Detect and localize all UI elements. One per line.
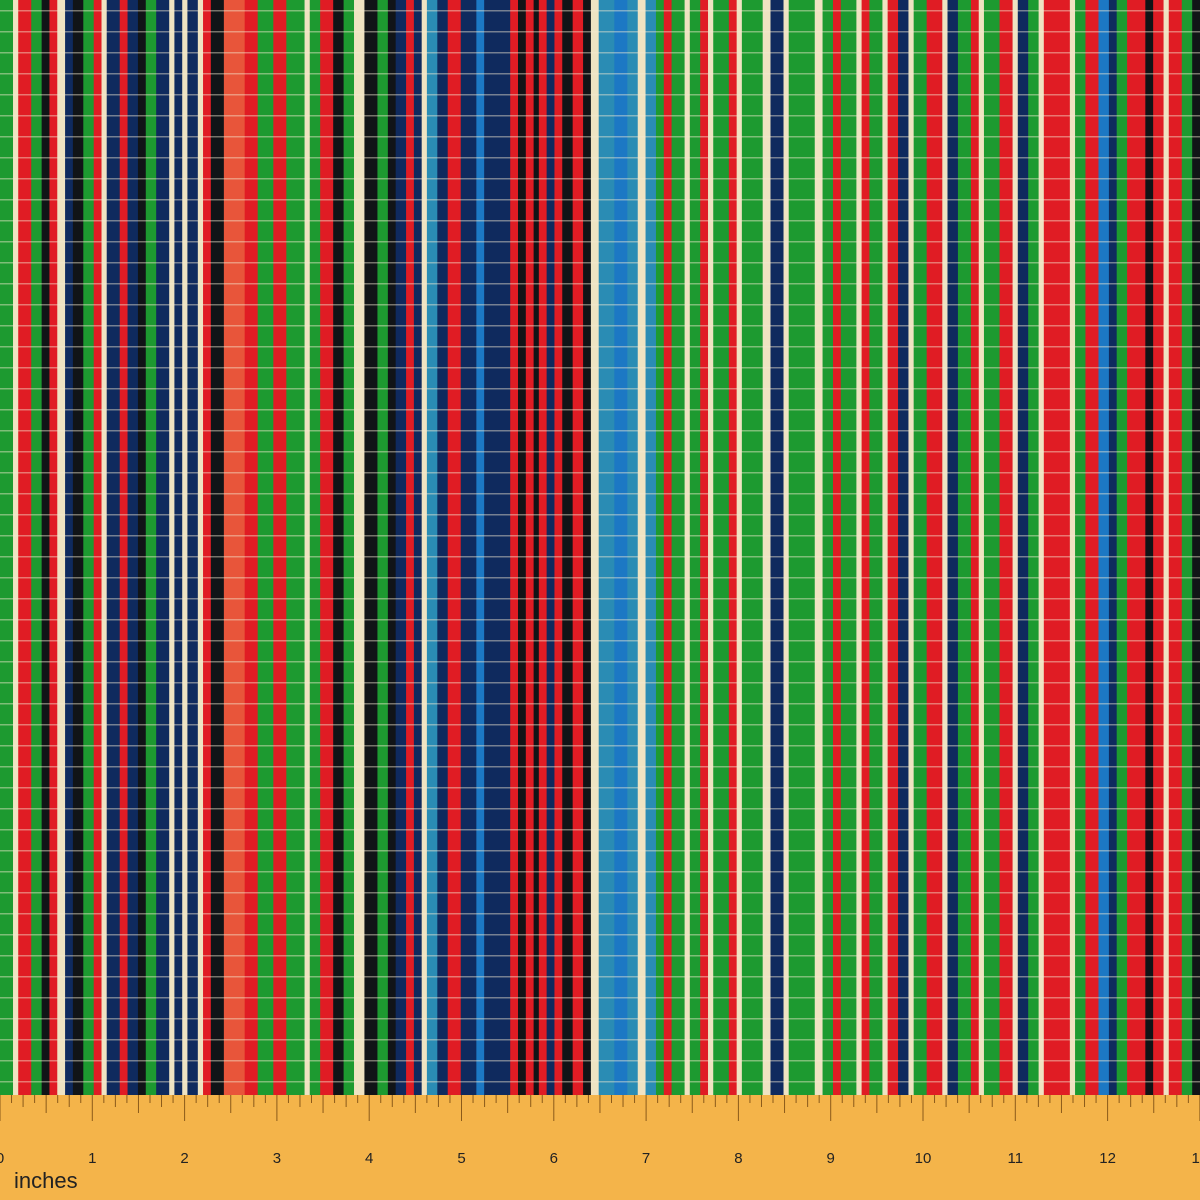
ruler-label: 13 [1192,1150,1200,1167]
ruler-label: 1 [88,1150,96,1167]
ruler-label: 8 [734,1150,742,1167]
ruler-label: 3 [273,1150,281,1167]
ruler-label: 6 [550,1150,558,1167]
ruler-labels: 012345678910111213 [0,1150,1200,1167]
ruler-unit: inches [14,1168,78,1193]
ruler-label: 11 [1008,1150,1024,1167]
ruler-label: 10 [915,1150,932,1167]
ruler-label: 12 [1099,1150,1116,1167]
weave-overlay [0,0,1200,1095]
ruler-label: 4 [365,1150,373,1167]
ruler-label: 7 [642,1150,650,1167]
ruler-ticks [0,1095,1200,1121]
ruler-label: 0 [0,1150,4,1167]
ruler-label: 2 [180,1150,188,1167]
ruler-label: 5 [457,1150,465,1167]
ruler-label: 9 [827,1150,835,1167]
